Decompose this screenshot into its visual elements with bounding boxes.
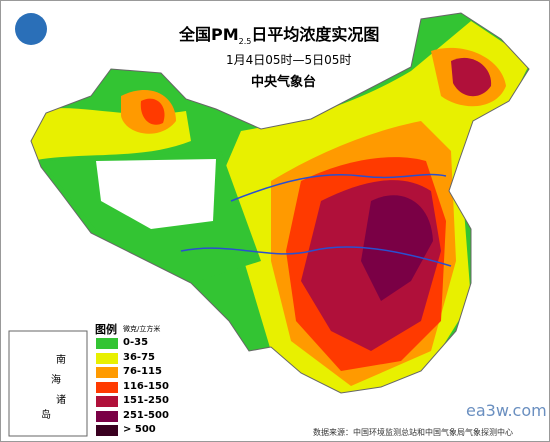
title-text: 日平均浓度实况图: [251, 25, 380, 44]
period: 1月4日05时—5日05时: [226, 53, 352, 67]
legend-label: 76-115: [123, 366, 162, 377]
legend-label: 251-500: [123, 409, 169, 421]
legend-label: > 500: [123, 424, 156, 435]
inset: [8, 330, 88, 437]
legend-swatch: [96, 381, 118, 393]
inset-label: 海: [51, 375, 61, 386]
legend-swatch: [96, 396, 118, 407]
inset-label: 南: [56, 355, 66, 366]
inset-label: 岛: [41, 410, 51, 421]
inset-label: 诸: [56, 395, 66, 406]
watermark: ea3w.com: [466, 401, 547, 420]
legend-label: 0-35: [123, 337, 149, 348]
legend-swatch: [96, 352, 118, 364]
title-text: 全国PM: [179, 25, 239, 44]
logo: [15, 13, 47, 45]
legend-title: 图例: [95, 323, 117, 336]
river: [180, 246, 452, 267]
legend-swatch: [96, 410, 118, 422]
title: 全国PM2.5日平均浓度实况图: [179, 21, 379, 46]
legend-unit: 微克/立方米: [123, 325, 161, 333]
river: [230, 173, 447, 202]
legend-label: 151-250: [123, 395, 169, 406]
title-sub: 2.5: [238, 37, 252, 47]
agency: 中央气象台: [251, 75, 317, 90]
legend-label: 116-150: [123, 380, 169, 392]
legend-label: 36-75: [123, 351, 155, 363]
legend-swatch: [96, 425, 118, 436]
source: 数据来源：中国环境监测总站和中国气象局气象探测中心: [313, 428, 513, 437]
legend-swatch: [96, 367, 118, 378]
legend-swatch: [96, 338, 118, 349]
